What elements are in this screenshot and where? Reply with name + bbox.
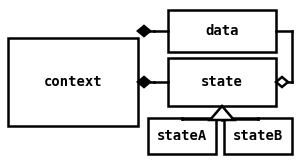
- Bar: [8, 38, 138, 126]
- Text: state: state: [201, 75, 243, 89]
- Bar: [148, 118, 216, 154]
- Text: stateA: stateA: [157, 129, 207, 143]
- Polygon shape: [276, 77, 288, 87]
- Polygon shape: [138, 26, 150, 36]
- Text: data: data: [205, 24, 239, 38]
- Text: context: context: [44, 75, 102, 89]
- Bar: [224, 118, 292, 154]
- Polygon shape: [210, 106, 234, 120]
- Bar: [168, 58, 276, 106]
- Text: stateB: stateB: [233, 129, 283, 143]
- Polygon shape: [138, 77, 150, 87]
- Bar: [168, 10, 276, 52]
